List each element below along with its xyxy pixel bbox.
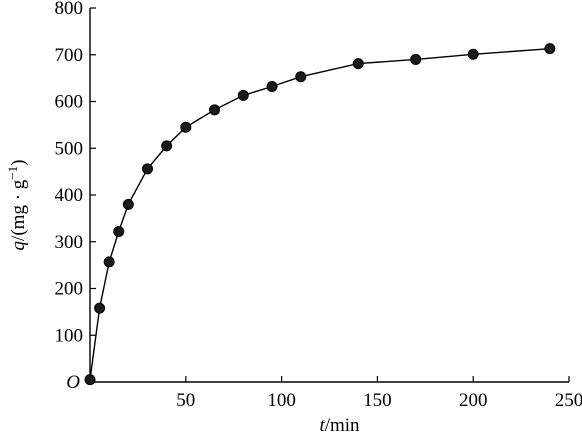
data-point [84,374,96,386]
axes [89,8,569,383]
series-line [89,48,550,380]
x-axis-title: t/min [319,415,360,436]
data-points [84,43,556,386]
y-tick-label: 300 [55,232,84,253]
data-point [209,104,221,116]
data-point [122,198,134,210]
y-tick-label: 500 [55,138,84,159]
data-point [113,225,125,237]
x-tick-label: 250 [555,390,582,411]
ticks [90,7,570,383]
data-point [161,140,173,152]
data-point [467,48,479,60]
data-point [295,71,307,83]
y-tick-label: 800 [55,0,84,19]
data-point [266,81,278,93]
y-axis-unit-close: ) [8,160,29,166]
data-point [180,121,192,133]
y-tick-label: 100 [55,325,84,346]
data-point [141,163,153,175]
tick-labels: 100 200 300 400 500 600 700 800 50 100 150 200 250 [55,0,582,411]
y-tick-label: 400 [55,185,84,206]
data-point [410,53,422,65]
y-tick-label: 700 [55,45,84,66]
x-tick-label: 150 [363,390,392,411]
y-axis-variable: q [8,240,29,250]
x-axis-variable: t [319,415,325,436]
y-axis-title: q/(mg · g−1) [5,160,29,251]
data-point [103,256,115,268]
x-axis-unit: /min [325,415,360,436]
x-tick-label: 50 [176,390,195,411]
y-tick-label: 200 [55,279,84,300]
y-axis-exponent: −1 [5,166,20,180]
origin-label: O [66,372,80,393]
data-point [352,58,364,70]
x-tick-label: 100 [267,390,296,411]
data-point [94,302,106,314]
x-tick-label: 200 [459,390,488,411]
y-axis-unit: /(mg · g [8,179,29,241]
y-tick-label: 600 [55,92,84,113]
data-point [544,43,556,55]
data-point [237,89,249,101]
